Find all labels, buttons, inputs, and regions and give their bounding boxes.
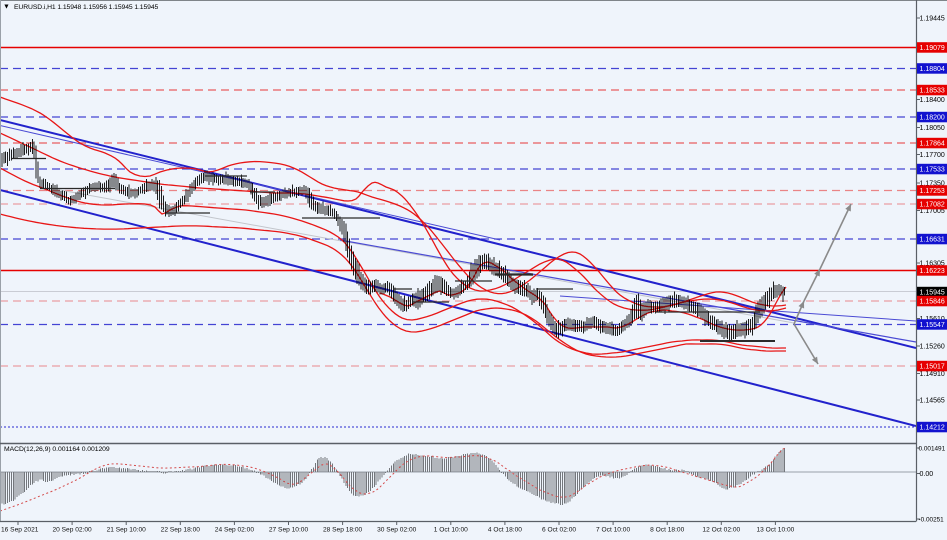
svg-text:EURUSD.i,H1 1.15948 1.15956 1: EURUSD.i,H1 1.15948 1.15956 1.15945 1.15…: [14, 4, 159, 11]
svg-text:1.19445: 1.19445: [920, 16, 945, 23]
svg-text:1.19079: 1.19079: [920, 45, 945, 52]
svg-text:1.18400: 1.18400: [920, 97, 945, 104]
svg-text:1.18050: 1.18050: [920, 125, 945, 132]
svg-text:1.15945: 1.15945: [920, 290, 945, 297]
svg-text:1.17700: 1.17700: [920, 152, 945, 159]
svg-text:20 Sep 02:00: 20 Sep 02:00: [52, 527, 92, 534]
svg-text:28 Sep 18:00: 28 Sep 18:00: [323, 527, 363, 534]
svg-text:1.15846: 1.15846: [920, 299, 945, 306]
svg-text:MACD(12,26,9) 0.001164 0.00120: MACD(12,26,9) 0.001164 0.001209: [4, 446, 110, 453]
svg-text:4 Oct 18:00: 4 Oct 18:00: [488, 527, 522, 534]
svg-text:1.14565: 1.14565: [920, 398, 945, 405]
svg-text:1.14910: 1.14910: [920, 371, 945, 378]
svg-text:1.16223: 1.16223: [920, 268, 945, 275]
svg-text:0.001491: 0.001491: [919, 445, 946, 452]
svg-text:1.17005: 1.17005: [920, 208, 945, 215]
svg-text:7 Oct 10:00: 7 Oct 10:00: [596, 527, 630, 534]
svg-text:1.15260: 1.15260: [920, 344, 945, 351]
svg-text:1.18200: 1.18200: [920, 115, 945, 122]
svg-text:1.18533: 1.18533: [920, 88, 945, 95]
svg-text:1.17253: 1.17253: [920, 188, 945, 195]
svg-text:▼: ▼: [3, 4, 10, 11]
svg-text:-0.00251: -0.00251: [919, 516, 945, 523]
svg-text:27 Sep 10:00: 27 Sep 10:00: [269, 527, 309, 534]
svg-text:1.15547: 1.15547: [920, 322, 945, 329]
svg-text:13 Oct 10:00: 13 Oct 10:00: [757, 527, 795, 534]
svg-text:1.16631: 1.16631: [920, 237, 945, 244]
svg-text:1.15017: 1.15017: [920, 364, 945, 371]
svg-text:0.00: 0.00: [920, 471, 934, 478]
svg-text:16 Sep 2021: 16 Sep 2021: [1, 527, 39, 534]
svg-text:12 Oct 02:00: 12 Oct 02:00: [702, 527, 740, 534]
svg-text:8 Oct 18:00: 8 Oct 18:00: [650, 527, 684, 534]
svg-text:1.17350: 1.17350: [920, 181, 945, 188]
svg-text:30 Sep 02:00: 30 Sep 02:00: [377, 527, 417, 534]
svg-text:22 Sep 18:00: 22 Sep 18:00: [161, 527, 201, 534]
svg-text:1.17082: 1.17082: [920, 202, 945, 209]
svg-text:24 Sep 02:00: 24 Sep 02:00: [215, 527, 255, 534]
svg-text:21 Sep 10:00: 21 Sep 10:00: [107, 527, 147, 534]
svg-text:1.14212: 1.14212: [920, 425, 945, 432]
svg-text:1.16305: 1.16305: [920, 261, 945, 268]
svg-text:1.17533: 1.17533: [920, 167, 945, 174]
svg-text:1.18804: 1.18804: [920, 66, 945, 73]
svg-text:1 Oct 10:00: 1 Oct 10:00: [434, 527, 468, 534]
svg-text:6 Oct 02:00: 6 Oct 02:00: [542, 527, 576, 534]
svg-text:1.17864: 1.17864: [920, 141, 945, 148]
